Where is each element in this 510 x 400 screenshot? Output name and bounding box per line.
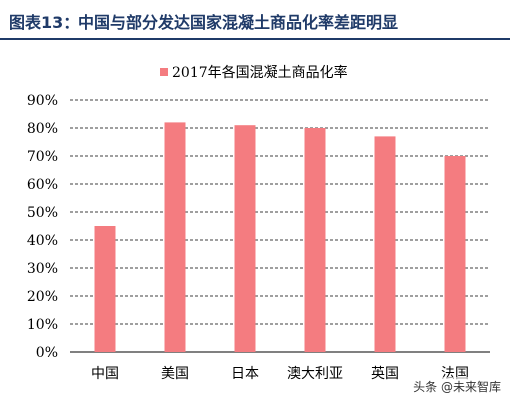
y-tick-label: 70% <box>27 149 58 165</box>
y-tick-label: 80% <box>27 121 58 137</box>
legend-label: 2017年各国混凝土商品化率 <box>172 64 348 81</box>
x-tick-label: 澳大利亚 <box>287 366 343 382</box>
x-tick-label: 日本 <box>231 366 259 382</box>
x-tick-label: 美国 <box>161 366 189 382</box>
y-tick-label: 30% <box>27 261 58 277</box>
bar <box>374 136 396 352</box>
watermark: 头条 @未来智库 <box>410 377 504 396</box>
x-tick-label: 英国 <box>371 365 399 382</box>
header-divider <box>0 38 510 40</box>
y-tick-label: 90% <box>27 93 58 109</box>
bar <box>234 125 256 352</box>
y-tick-label: 60% <box>27 177 58 193</box>
legend-swatch <box>160 68 168 76</box>
y-tick-label: 40% <box>27 233 58 249</box>
y-tick-label: 0% <box>36 345 58 361</box>
figure-title: 中国与部分发达国家混凝土商品化率差距明显 <box>78 13 399 32</box>
x-tick-label: 中国 <box>91 366 119 382</box>
bar <box>94 226 116 352</box>
bar <box>304 128 326 352</box>
figure-header: 图表13： 中国与部分发达国家混凝土商品化率差距明显 <box>0 0 510 40</box>
y-tick-label: 20% <box>27 289 58 305</box>
y-tick-label: 50% <box>27 205 58 221</box>
y-tick-label: 10% <box>27 317 58 333</box>
bar <box>164 122 186 353</box>
bar <box>444 156 466 352</box>
figure-number: 图表13： <box>9 13 80 32</box>
